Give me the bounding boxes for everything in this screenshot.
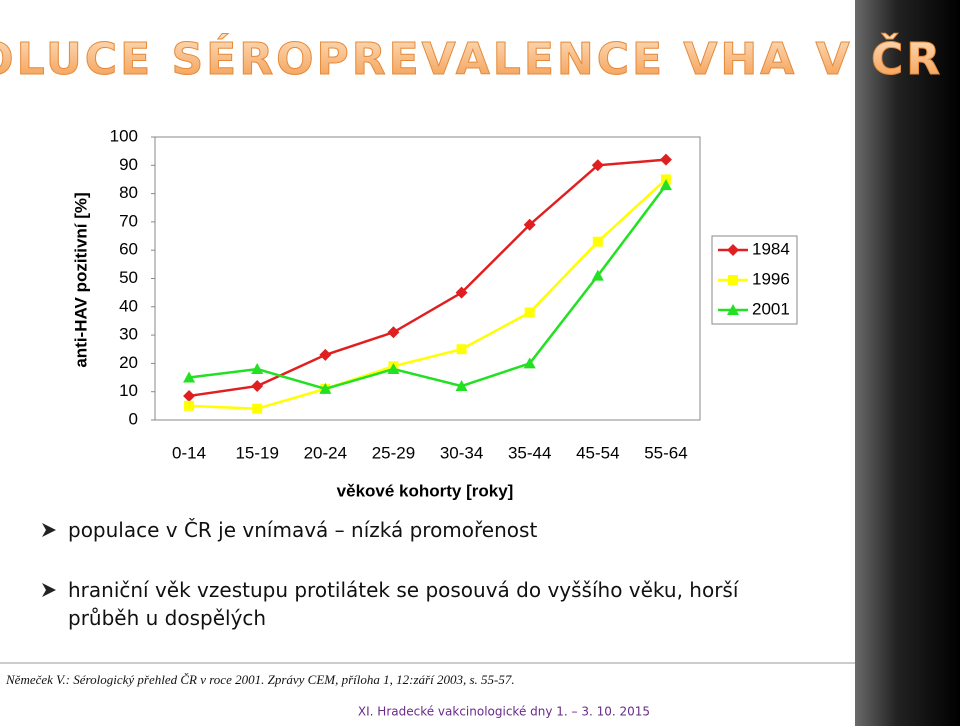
x-tick-label: 35-44: [508, 443, 551, 462]
marker: [523, 357, 536, 369]
marker: [387, 363, 400, 375]
marker: [592, 236, 603, 247]
chart: anti-HAV pozitivní [%] věkové kohorty [r…: [71, 126, 798, 500]
marker: [456, 344, 467, 355]
marker: [184, 400, 195, 411]
x-axis-title: věkové kohorty [roky]: [337, 481, 514, 500]
series-line: [188, 184, 667, 391]
slide-title: EVOLUCE SÉROPREVALENCE VHA V ČR: [0, 32, 943, 85]
bullet: hraniční věk vzestupu protilátek se poso…: [68, 578, 739, 630]
x-tick-label: 45-54: [576, 443, 619, 462]
marker: [524, 307, 535, 318]
series-line: [189, 178, 667, 410]
marker: [659, 153, 672, 166]
marker: [387, 326, 400, 339]
marker: [183, 371, 196, 383]
marker: [659, 179, 672, 191]
y-tick-label: 100: [110, 126, 138, 145]
marker: [319, 382, 332, 394]
y-tick-label: 30: [119, 325, 138, 344]
y-tick-label: 20: [119, 353, 138, 372]
marker: [251, 363, 264, 375]
x-tick-label: 30-34: [440, 443, 483, 462]
bullet: populace v ČR je vnímavá – nízká promoře…: [68, 518, 538, 542]
legend-label: 1984: [752, 239, 790, 258]
bullet-arrow: [42, 523, 56, 537]
citation: Němeček V.: Sérologický přehled ČR v roc…: [5, 672, 515, 687]
marker: [455, 286, 468, 299]
marker: [591, 269, 604, 281]
x-tick-label: 55-64: [644, 443, 687, 462]
marker: [591, 159, 604, 172]
legend-label: 2001: [752, 299, 790, 318]
marker: [252, 403, 263, 414]
y-tick-label: 40: [119, 296, 138, 315]
x-tick-label: 25-29: [372, 443, 415, 462]
series-line: [188, 158, 667, 398]
legend-marker: [728, 275, 738, 285]
footer: XI. Hradecké vakcinologické dny 1. – 3. …: [358, 705, 650, 719]
side-band: [855, 0, 960, 726]
y-tick-label: 60: [119, 240, 138, 259]
legend-label: 1996: [752, 269, 790, 288]
x-tick-label: 0-14: [172, 443, 206, 462]
marker: [455, 380, 468, 392]
marker: [523, 218, 536, 231]
y-tick-label: 70: [119, 211, 138, 230]
x-tick-label: 20-24: [304, 443, 347, 462]
y-tick-label: 0: [129, 409, 138, 428]
y-axis-title: anti-HAV pozitivní [%]: [71, 192, 90, 367]
y-tick-label: 80: [119, 183, 138, 202]
y-tick-label: 10: [119, 381, 138, 400]
x-tick-label: 15-19: [235, 443, 278, 462]
y-tick-label: 90: [119, 155, 138, 174]
legend-marker: [727, 304, 739, 315]
marker: [319, 348, 332, 361]
bullet-arrow: [42, 583, 56, 597]
legend-marker: [727, 244, 739, 256]
y-tick-label: 50: [119, 268, 138, 287]
marker: [251, 380, 264, 393]
marker: [183, 389, 196, 402]
